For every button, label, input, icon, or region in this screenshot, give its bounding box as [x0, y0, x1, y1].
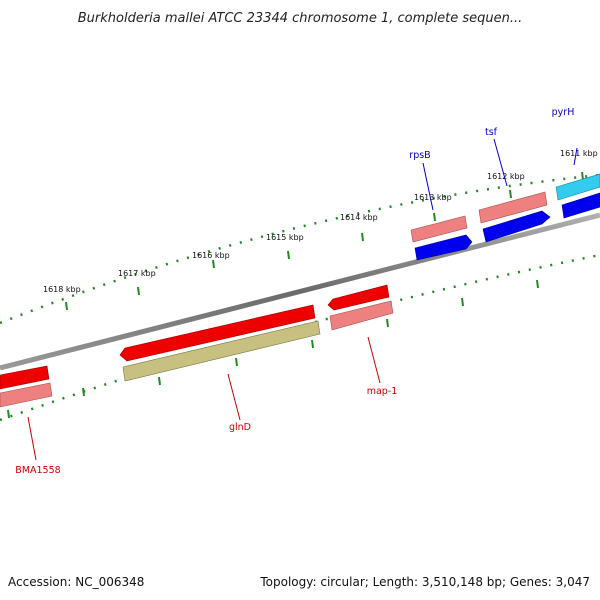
glnD-gene[interactable] [122, 320, 321, 382]
BMA1558-cds[interactable] [0, 365, 50, 390]
reverse-gene-track [0, 300, 394, 408]
outer-tick-ring [0, 171, 600, 325]
pyrH-cds[interactable] [561, 192, 600, 219]
tsf-gene[interactable] [478, 191, 548, 224]
scale-label: 1616 kbp [192, 251, 230, 260]
gene-label-rpsB[interactable]: rpsB [409, 150, 430, 161]
topology-summary-text: Topology: circular; Length: 3,510,148 bp… [259, 575, 590, 589]
gene-leader-lines [27, 138, 578, 461]
forward-cds-track [414, 192, 600, 261]
forward-gene-track [410, 173, 600, 243]
map-1-cds[interactable] [327, 284, 390, 311]
rpsB-gene[interactable] [410, 215, 468, 243]
chromosome-backbone [0, 212, 600, 371]
gene-labels: pyrH tsf rpsB map-1 glnD BMA1558 [15, 107, 574, 476]
scale-label: 1614 kbp [340, 213, 378, 222]
map-1-gene[interactable] [329, 300, 394, 331]
gene-label-BMA1558[interactable]: BMA1558 [15, 465, 60, 476]
tsf-cds[interactable] [482, 210, 551, 243]
gene-label-pyrH[interactable]: pyrH [552, 107, 575, 118]
scale-label: 1617 kbp [118, 269, 156, 278]
gene-label-tsf[interactable]: tsf [485, 127, 498, 138]
scale-label: 1612 kbp [487, 172, 525, 181]
inner-tick-ring [0, 253, 600, 422]
reverse-cds-track [0, 284, 390, 390]
scale-label: 1618 kbp [43, 285, 81, 294]
gene-label-map-1[interactable]: map-1 [367, 386, 398, 397]
gene-label-glnD[interactable]: glnD [229, 422, 251, 433]
pyrH-gene[interactable] [555, 173, 600, 201]
scale-label: 1611 kbp [560, 149, 598, 158]
map-title: Burkholderia mallei ATCC 23344 chromosom… [78, 11, 523, 26]
scale-label: 1615 kbp [266, 233, 304, 242]
scale-label: 1613 kbp [414, 193, 452, 202]
rpsB-cds[interactable] [414, 234, 473, 261]
BMA1558-gene[interactable] [0, 382, 53, 408]
glnD-cds[interactable] [119, 304, 316, 362]
scale-labels: 1611 kbp 1612 kbp 1613 kbp 1614 kbp 1615… [43, 149, 598, 294]
accession-text: Accession: NC_006348 [8, 575, 144, 589]
